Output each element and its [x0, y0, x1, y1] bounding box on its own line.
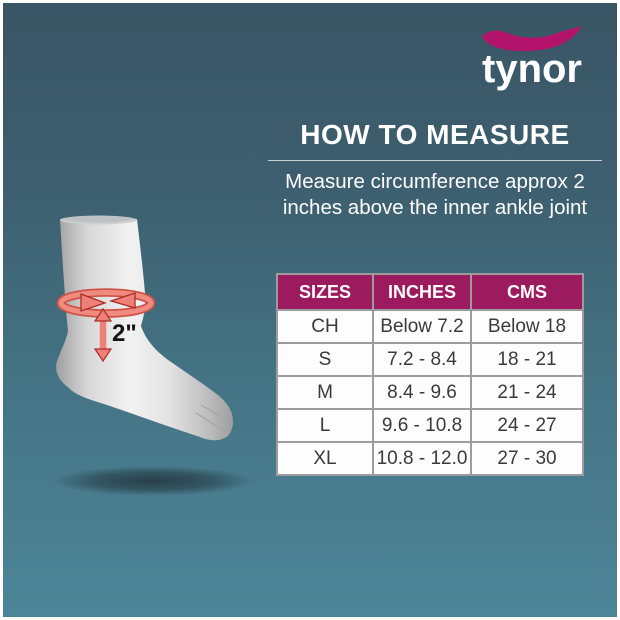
measure-instructions-line2: inches above the inner ankle joint: [282, 196, 588, 220]
distance-arrowhead-up: [93, 307, 113, 322]
size-cell: L: [276, 408, 374, 443]
brand-name: tynor: [482, 47, 582, 91]
inches-cell: 9.6 - 10.8: [372, 408, 472, 443]
brand-logo: tynor: [470, 26, 594, 89]
table-row: XL 10.8 - 12.0 27 - 30: [276, 441, 584, 476]
foot-shadow: [53, 466, 253, 496]
size-cell: M: [276, 375, 374, 410]
size-chart-table: SIZES INCHES CMS CH Below 7.2 Below 18 S…: [276, 273, 584, 476]
size-cell: S: [276, 342, 374, 377]
size-cell: XL: [276, 441, 374, 476]
foot-shape: [56, 219, 233, 441]
inches-cell: 7.2 - 8.4: [372, 342, 472, 377]
cms-cell: Below 18: [470, 309, 584, 344]
inches-cell: 10.8 - 12.0: [372, 441, 472, 476]
size-cell: CH: [276, 309, 374, 344]
cms-cell: 24 - 27: [470, 408, 584, 443]
page-title: HOW TO MEASURE: [300, 119, 570, 150]
inches-cell: 8.4 - 9.6: [372, 375, 472, 410]
column-header-sizes: SIZES: [276, 273, 374, 311]
measure-instructions-line1: Measure circumference approx 2: [285, 170, 585, 193]
table-row: CH Below 7.2 Below 18: [276, 309, 584, 344]
cms-cell: 27 - 30: [470, 441, 584, 476]
cms-cell: 21 - 24: [470, 375, 584, 410]
measure-header: HOW TO MEASURE Measure circumference app…: [268, 119, 602, 221]
inches-cell: Below 7.2: [372, 309, 472, 344]
measure-instructions: Measure circumference approx 2 inches abo…: [268, 169, 602, 221]
brand-swoosh-icon: [482, 26, 582, 52]
toe-crease-line: [200, 404, 230, 424]
column-header-cms: CMS: [470, 273, 584, 311]
teal-background: tynor HOW TO MEASURE Measure circumferen…: [3, 3, 617, 617]
distance-arrowhead-down: [93, 348, 113, 363]
band-arrowhead-right: [108, 292, 136, 309]
title-divider: [268, 160, 602, 161]
band-arrowhead-left: [80, 293, 107, 312]
table-row: S 7.2 - 8.4 18 - 21: [276, 342, 584, 377]
size-table-header-row: SIZES INCHES CMS: [276, 273, 584, 311]
table-row: M 8.4 - 9.6 21 - 24: [276, 375, 584, 410]
column-header-inches: INCHES: [372, 273, 472, 311]
distance-label: 2": [112, 320, 137, 347]
ankle-measurement-illustration: 2": [53, 215, 253, 496]
table-row: L 9.6 - 10.8 24 - 27: [276, 408, 584, 443]
leg-top-cut: [60, 215, 137, 225]
cms-cell: 18 - 21: [470, 342, 584, 377]
toe-crease-line: [195, 412, 225, 433]
